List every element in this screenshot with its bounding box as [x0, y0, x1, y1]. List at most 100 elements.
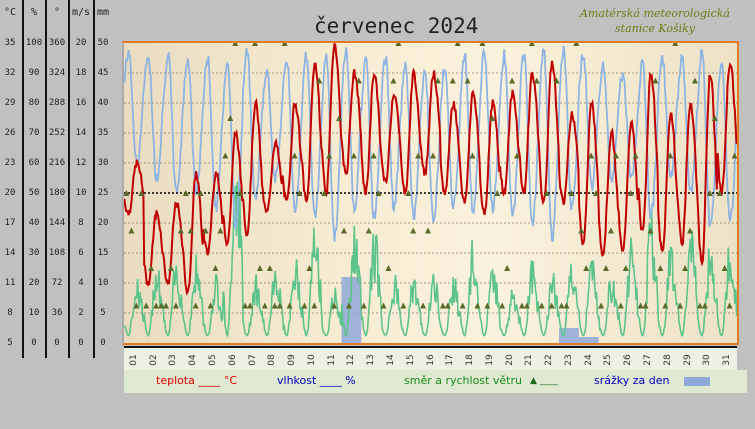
wind-direction-marker: [410, 227, 417, 234]
wind-direction-marker: [138, 190, 145, 196]
wind-direction-marker: [701, 302, 708, 309]
wind-direction-marker: [370, 152, 377, 159]
axis-tick: 23: [4, 158, 16, 168]
axis-tick: 5: [100, 308, 106, 318]
wind-direction-marker: [578, 227, 585, 234]
day-label: 28: [662, 354, 673, 366]
wind-direction-marker: [652, 77, 659, 84]
day-label: 18: [465, 354, 476, 366]
wind-direction-marker: [548, 302, 555, 309]
wind-direction-marker: [331, 302, 338, 309]
chart-title: červenec 2024: [314, 14, 479, 38]
wind-direction-marker: [336, 115, 343, 121]
wind-direction-marker: [489, 115, 496, 121]
wind-direction-marker: [622, 265, 629, 271]
day-label: 08: [267, 354, 278, 366]
wind-direction-marker: [128, 227, 135, 234]
wind-direction-marker: [538, 302, 545, 309]
axis-unit: °: [53, 7, 61, 18]
axis-tick: 360: [48, 38, 66, 48]
wind-direction-marker: [420, 302, 427, 309]
day-label: 31: [722, 354, 733, 366]
day-label: 14: [385, 354, 396, 366]
wind-direction-marker: [504, 265, 511, 271]
day-label: 15: [405, 354, 416, 366]
wind-direction-marker: [706, 190, 713, 196]
wind-direction-marker: [365, 227, 372, 234]
axis-tick: 12: [75, 158, 87, 168]
wind-direction-marker: [158, 302, 165, 309]
wind-direction-marker: [711, 115, 718, 121]
axis-tick: 35: [4, 38, 16, 48]
wind-direction-marker: [286, 302, 293, 309]
temperature-line: [123, 42, 738, 296]
axis-tick: 20: [4, 188, 16, 198]
wind-direction-marker: [682, 265, 689, 271]
wind-direction-marker: [721, 265, 728, 271]
axis-tick: 40: [97, 98, 109, 108]
axis-3: m/s 20 18 16 14 12 10 8 6 4 2 0: [70, 0, 92, 360]
wind-direction-marker: [533, 77, 540, 84]
axis-separator: [68, 0, 70, 358]
axis-tick: 180: [48, 188, 66, 198]
axis-tick: 11: [4, 278, 16, 288]
wind-direction-marker: [667, 152, 674, 159]
axis-tick: 6: [78, 248, 84, 258]
wind-direction-marker: [237, 190, 244, 196]
wind-direction-marker: [627, 190, 634, 196]
axis-unit: %: [30, 7, 38, 18]
wind-direction-marker: [439, 302, 446, 309]
wind-direction-marker: [197, 190, 204, 196]
wind-direction-marker: [612, 152, 619, 159]
day-label: 27: [643, 354, 654, 366]
wind-direction-marker: [469, 152, 476, 159]
day-label: 23: [563, 354, 574, 366]
wind-direction-marker: [415, 152, 422, 159]
axis-separator: [45, 0, 47, 358]
axis-tick: 29: [4, 98, 16, 108]
day-label: 20: [504, 354, 515, 366]
day-label: 01: [128, 354, 139, 366]
wind-direction-marker: [123, 190, 130, 196]
chart-svg: [123, 40, 738, 349]
wind-direction-marker: [425, 227, 432, 234]
wind-direction-marker: [167, 265, 174, 271]
wind-direction-marker: [563, 302, 570, 309]
axis-tick: 70: [28, 128, 40, 138]
axis-tick: 45: [97, 68, 109, 78]
station-line-1: Amatérská meteorologická: [580, 7, 730, 20]
axis-unit: m/s: [71, 7, 91, 18]
day-label: 02: [148, 354, 159, 366]
legend-rain-swatch: [684, 377, 710, 386]
wind-direction-marker: [350, 152, 357, 159]
legend-temp: teplota ____ °C: [156, 374, 238, 387]
axis-0: °C 35 32 29 26 23 20 17 14 11 8 5: [0, 0, 21, 360]
wind-direction-marker: [696, 302, 703, 309]
day-label: 05: [207, 354, 218, 366]
wind-direction-marker: [494, 190, 501, 196]
axis-2: ° 360 324 288 252 216 180 144 108 72 36 0: [46, 0, 68, 360]
wind-direction-marker: [632, 152, 639, 159]
axis-tick: 288: [48, 98, 66, 108]
wind-direction-marker: [429, 152, 436, 159]
wind-direction-marker: [380, 302, 387, 309]
wind-direction-marker: [474, 302, 481, 309]
wind-direction-marker: [647, 227, 654, 234]
axis-tick: 324: [48, 68, 66, 78]
axis-tick: 80: [28, 98, 40, 108]
wind-direction-marker: [573, 40, 580, 46]
day-label: 09: [287, 354, 298, 366]
axis-1: % 100 90 80 70 60 50 40 30 20 10 0: [23, 0, 45, 360]
axis-tick: 16: [75, 98, 87, 108]
wind-direction-marker: [242, 302, 249, 309]
wind-direction-marker: [291, 152, 298, 159]
wind-direction-marker: [405, 190, 412, 196]
wind-direction-marker: [316, 77, 323, 84]
axis-tick: 8: [7, 308, 13, 318]
wind-direction-marker: [306, 265, 313, 271]
axis-tick: 50: [97, 38, 109, 48]
wind-direction-marker: [340, 227, 347, 234]
wind-direction-marker: [568, 190, 575, 196]
day-label: 21: [524, 354, 535, 366]
wind-direction-marker: [271, 302, 278, 309]
